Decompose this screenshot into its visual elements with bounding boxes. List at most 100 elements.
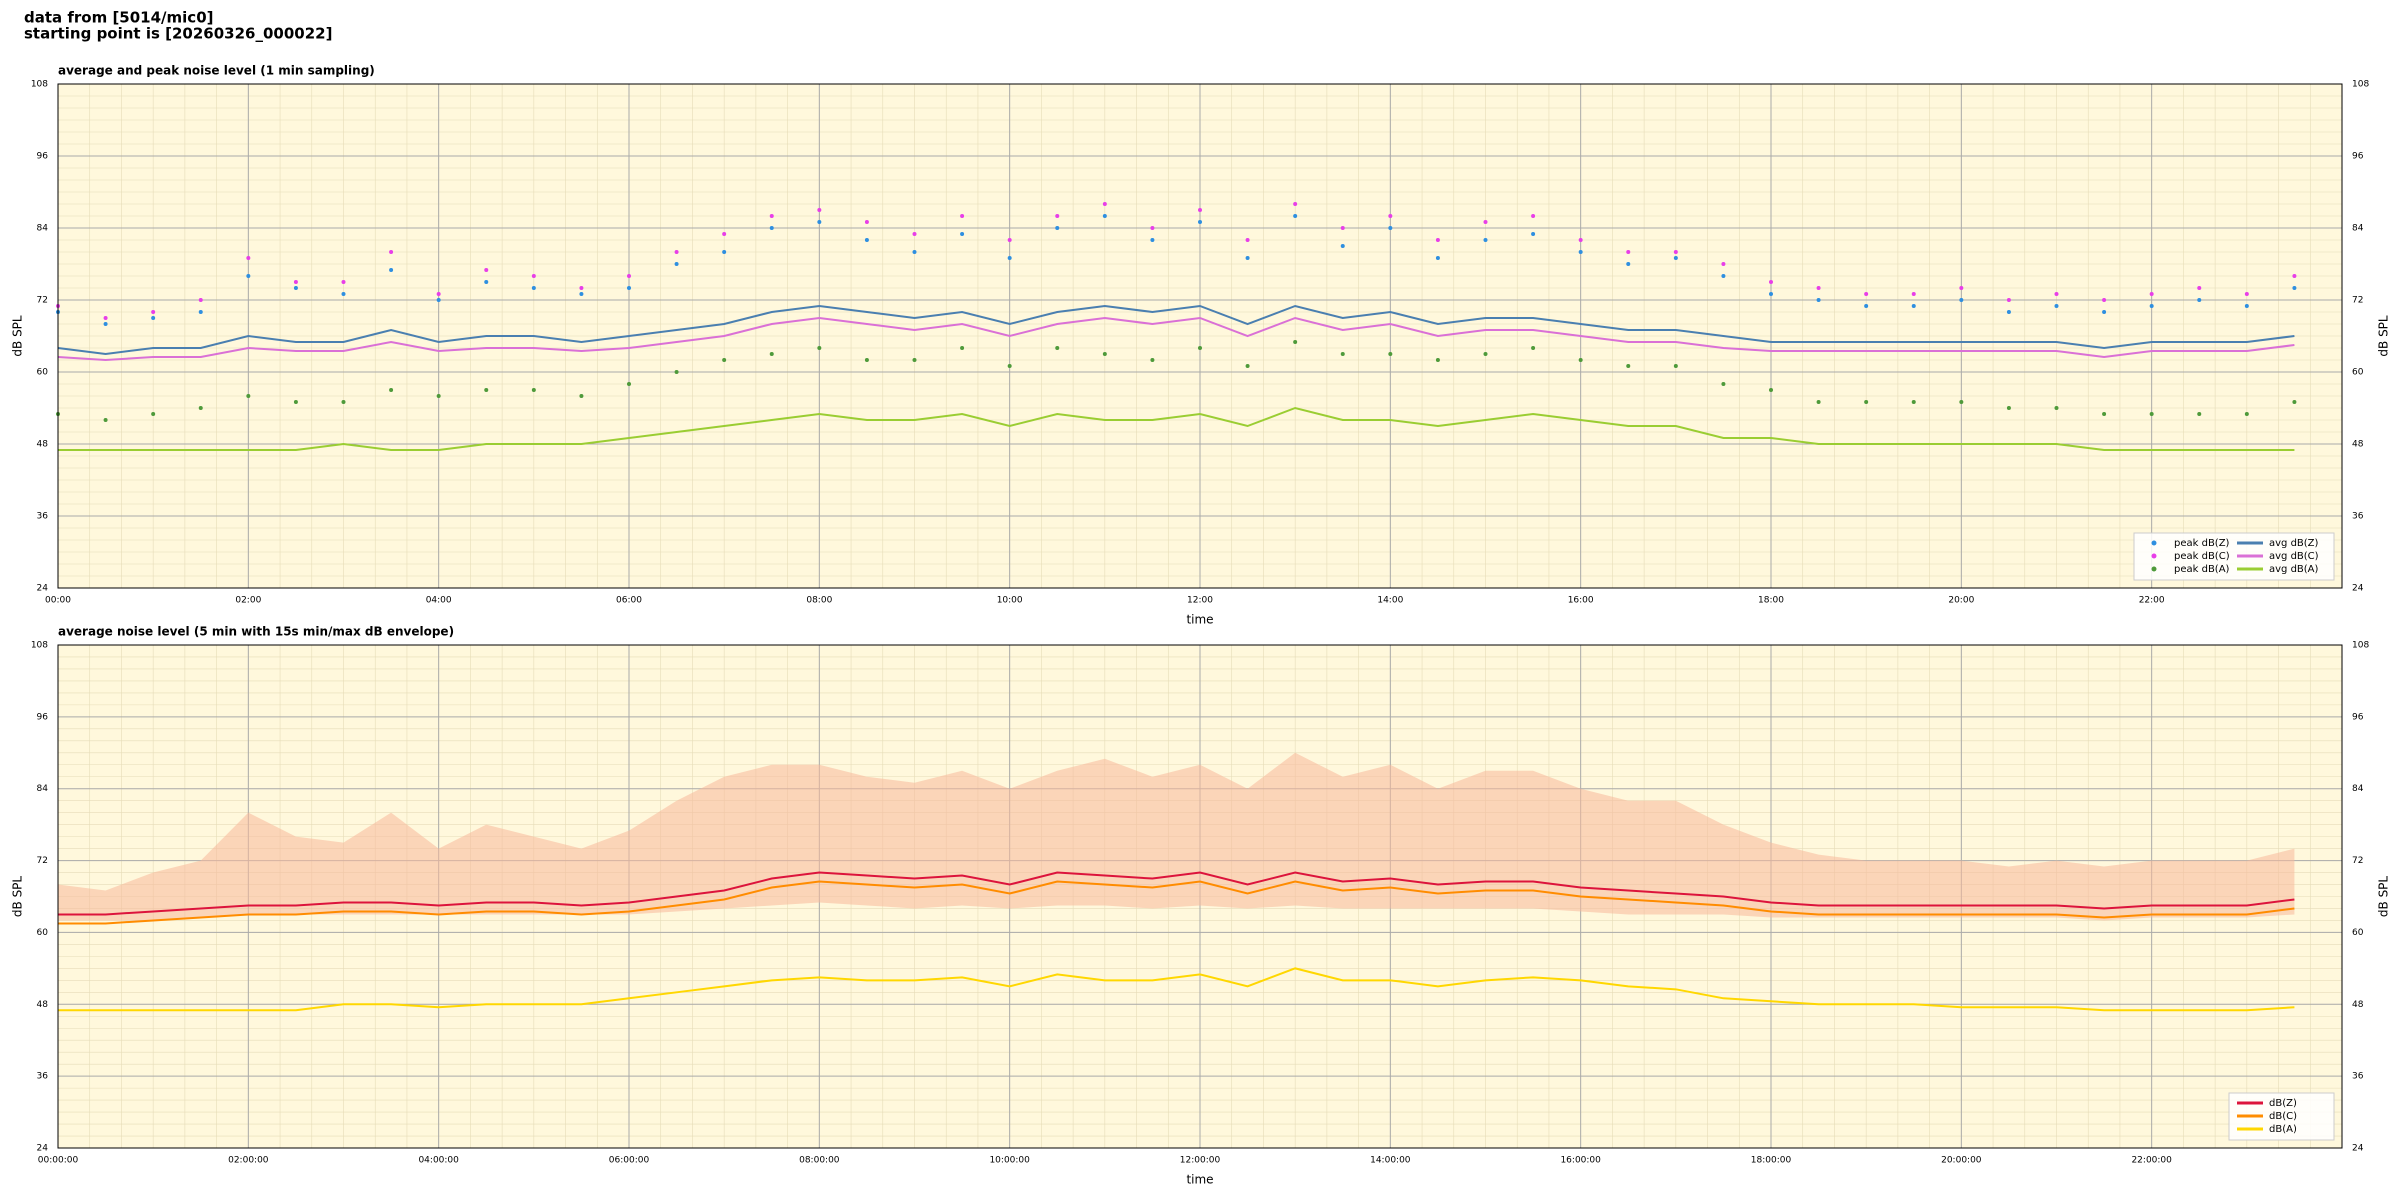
y-tick-label: 60 [2352,368,2364,378]
peak-point [2102,298,2107,302]
peak-point [1102,214,1107,218]
peak-point [293,400,298,404]
y-tick-label: 84 [2352,224,2364,234]
peak-point [246,256,251,260]
series-line [57,304,2295,356]
y-tick-label: 72 [2352,856,2363,866]
x-tick-label: 18:00 [1758,596,1784,606]
peak-point [1435,238,1440,242]
peak-point [1198,220,1202,224]
x-tick-label: 04:00:00 [418,1156,459,1166]
peak-point [1102,202,1107,206]
peak-point [1055,226,1060,230]
peak-point [1769,280,1773,284]
y-tick-label: 108 [2352,641,2369,651]
peak-point [627,274,631,278]
peak-point [2292,400,2297,404]
peak-point [198,310,203,314]
peak-point [1150,358,1155,362]
peak-point [627,382,631,386]
peak-point [1293,340,1298,344]
peak-point [103,316,108,320]
peak-point [103,322,108,326]
y-tick-label: 96 [37,152,49,162]
peak-point [1055,214,1060,218]
x-axis-label: time [1186,1173,1213,1187]
peak-point [769,226,774,230]
peak-point [389,250,394,254]
peak-point [1388,226,1393,230]
peak-point [2054,292,2059,296]
x-tick-label: 06:00 [616,596,642,606]
peak-point [436,292,441,296]
y-axis-label: dB SPL [11,315,25,357]
peak-point [484,268,489,272]
y-tick-label: 108 [31,641,48,651]
x-tick-label: 02:00:00 [228,1156,269,1166]
peak-point [531,274,536,278]
peak-point [1531,346,1536,350]
peak-point [2197,286,2202,290]
peak-point [1721,274,1726,278]
legend-label: dB(A) [2269,1124,2297,1135]
peak-point [674,262,679,266]
x-tick-label: 12:00:00 [1180,1156,1221,1166]
y-tick-label: 24 [2352,1144,2364,1154]
x-tick-label: 00:00 [45,596,71,606]
x-tick-label: 04:00 [426,596,452,606]
peak-point [912,232,917,236]
legend-label: peak dB(Z) [2174,538,2230,549]
peak-point [2102,412,2107,416]
peak-point [912,358,917,362]
peak-point [1150,238,1155,242]
peak-point [579,286,584,290]
peak-point [864,238,869,242]
peak-point [1673,256,1678,260]
peak-point [1531,232,1536,236]
x-tick-label: 22:00:00 [2131,1156,2172,1166]
peak-point [2006,406,2011,410]
peak-point [1626,262,1631,266]
y-tick-label: 96 [37,712,49,722]
peak-point [341,400,346,404]
peak-point [817,208,822,212]
peak-point [1055,346,1060,350]
peak-point [1721,262,1726,266]
peak-point [1102,352,1107,356]
peak-point [1340,226,1345,230]
y-tick-label: 48 [2352,440,2364,450]
peak-point [1531,214,1536,218]
legend-marker [2151,553,2157,559]
peak-point [1959,298,1964,302]
peak-point [1864,304,1869,308]
peak-point [1007,364,1012,368]
legend-label: dB(Z) [2269,1098,2297,1109]
peak-point [722,250,727,254]
y-tick-label: 60 [37,368,49,378]
peak-point [2102,310,2107,314]
peak-point [864,220,869,224]
peak-point [2244,412,2249,416]
peak-point [960,214,965,218]
legend-marker [2151,566,2157,572]
chart-title: average and peak noise level (1 min samp… [58,64,375,78]
peak-point [436,394,441,398]
peak-point [293,280,298,284]
peak-point [1673,250,1678,254]
peak-point [531,286,536,290]
legend-label: avg dB(A) [2269,564,2319,575]
peak-point [341,280,346,284]
peak-point [1245,238,1250,242]
peak-point [1198,208,1202,212]
series-line [58,406,2295,451]
y-tick-label: 36 [37,1072,49,1082]
plot-frame [57,83,2343,589]
legend-label: avg dB(Z) [2269,538,2319,549]
peak-point [1911,400,1916,404]
y-tick-label: 36 [2352,1072,2364,1082]
y-tick-label: 48 [37,1000,49,1010]
y-tick-label: 96 [2352,712,2364,722]
legend-label: peak dB(A) [2174,564,2230,575]
peak-point [1769,292,1773,296]
